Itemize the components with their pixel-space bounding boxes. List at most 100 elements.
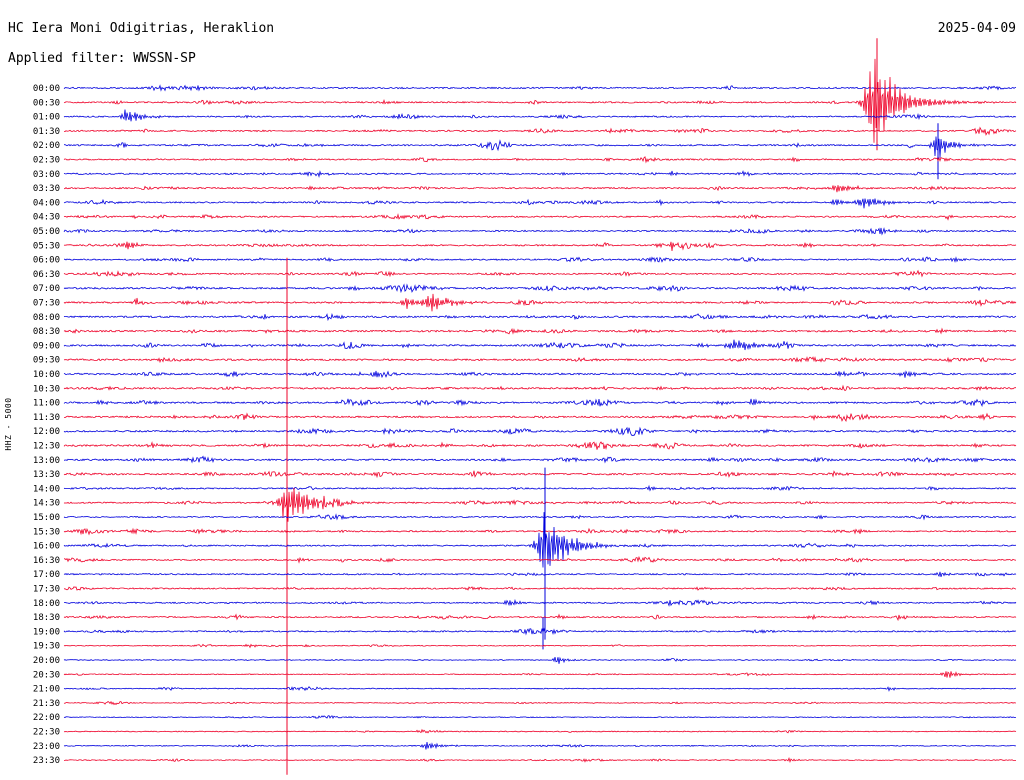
time-label: 08:30 [33, 327, 60, 337]
seismic-trace-0630 [63, 269, 1016, 278]
time-label: 06:00 [33, 256, 60, 266]
time-label: 22:00 [33, 713, 60, 723]
time-label: 17:00 [33, 570, 60, 580]
seismic-trace-0830 [63, 327, 1017, 335]
seismic-trace-0800 [63, 312, 1017, 322]
seismic-trace-0900 [63, 339, 1017, 351]
time-label: 07:30 [33, 299, 60, 309]
seismic-trace-0230 [63, 156, 1017, 164]
seismic-trace-1430 [63, 487, 1017, 522]
seismic-trace-0200 [63, 136, 1017, 158]
time-label: 13:00 [33, 456, 60, 466]
seismic-trace-1400 [63, 484, 1017, 492]
time-label: 01:30 [33, 127, 60, 137]
time-label: 15:00 [33, 513, 60, 523]
seismic-trace-1930 [63, 643, 1017, 649]
seismic-trace-1300 [64, 455, 1017, 464]
time-label: 02:00 [33, 141, 60, 151]
time-label: 16:00 [33, 542, 60, 552]
seismic-trace-1030 [63, 384, 1016, 392]
time-label: 00:00 [33, 84, 60, 94]
time-label: 21:00 [33, 685, 60, 695]
y-axis-label: HHZ - 5000 [4, 397, 13, 450]
time-label: 22:30 [33, 728, 60, 738]
time-label: 01:00 [33, 113, 60, 123]
seismic-trace-0030 [63, 58, 1017, 143]
time-label: 21:30 [33, 699, 60, 709]
time-label: 06:30 [33, 270, 60, 280]
seismic-trace-2300 [63, 741, 1017, 750]
time-label: 10:30 [33, 384, 60, 394]
seismic-trace-0100 [63, 109, 1017, 122]
seismic-trace-1800 [64, 598, 1017, 607]
time-label: 08:00 [33, 313, 60, 323]
record-date: 2025-04-09 [937, 21, 1016, 36]
seismic-trace-2000 [63, 656, 1017, 664]
seismic-trace-1330 [63, 470, 1017, 479]
seismic-trace-0600 [63, 256, 1017, 263]
time-label: 16:30 [33, 556, 60, 566]
time-label: 18:30 [33, 613, 60, 623]
seismic-trace-1130 [63, 412, 1017, 422]
seismic-trace-1530 [63, 527, 1017, 536]
time-label: 09:30 [33, 356, 60, 366]
seismic-trace-0530 [63, 241, 1017, 252]
time-label: 18:00 [33, 599, 60, 609]
seismic-trace-2130 [63, 700, 1017, 706]
seismic-trace-0400 [63, 198, 1017, 209]
time-label: 17:30 [33, 585, 60, 595]
seismic-trace-1100 [63, 398, 1017, 407]
seismic-trace-0930 [63, 356, 1016, 364]
seismic-trace-2100 [63, 686, 1017, 692]
seismic-trace-1230 [63, 441, 1017, 451]
seismic-trace-0700 [63, 283, 1017, 294]
time-label: 03:30 [33, 184, 60, 194]
time-label: 03:00 [33, 170, 60, 180]
time-label: 20:30 [33, 670, 60, 680]
time-label: 00:30 [33, 98, 60, 108]
seismic-trace-1730 [64, 586, 1017, 591]
time-label: 14:30 [33, 499, 60, 509]
time-label: 04:30 [33, 213, 60, 223]
seismic-trace-0330 [63, 184, 1017, 193]
seismic-trace-0500 [63, 227, 1017, 236]
seismic-trace-1830 [63, 613, 1017, 622]
time-label: 12:30 [33, 442, 60, 452]
time-label: 11:30 [33, 413, 60, 423]
time-label: 23:30 [33, 756, 60, 766]
seismic-trace-0300 [63, 170, 1017, 178]
time-label: 11:00 [33, 399, 60, 409]
time-label: 12:00 [33, 427, 60, 437]
seismic-trace-2330 [63, 756, 1016, 763]
station-title: HC Iera Moni Odigitrias, Heraklion [8, 21, 275, 36]
seismic-trace-1630 [64, 555, 1017, 564]
time-label: 15:30 [33, 527, 60, 537]
time-label: 14:00 [33, 484, 60, 494]
time-label: 19:00 [33, 627, 60, 637]
seismic-trace-1700 [63, 571, 1017, 578]
seismic-trace-1000 [63, 370, 1017, 379]
seismic-trace-0430 [63, 213, 1016, 221]
seismic-trace-1200 [63, 426, 1017, 436]
time-label: 07:00 [33, 284, 60, 294]
seismic-trace-1600 [63, 512, 1017, 568]
applied-filter-label: Applied filter: WWSSN-SP [8, 51, 196, 66]
time-label: 13:30 [33, 470, 60, 480]
seismic-trace-0000 [63, 84, 1017, 92]
seismic-trace-2230 [63, 728, 1017, 734]
seismic-trace-0730 [63, 293, 1017, 312]
time-label: 05:00 [33, 227, 60, 237]
seismic-trace-1900 [63, 627, 1017, 636]
time-label: 02:30 [33, 156, 60, 166]
time-label: 20:00 [33, 656, 60, 666]
time-label: 04:00 [33, 198, 60, 208]
time-label: 09:00 [33, 341, 60, 351]
seismic-trace-2030 [63, 671, 1017, 678]
seismic-trace-2200 [63, 715, 1016, 720]
time-label: 23:00 [33, 742, 60, 752]
time-label: 10:00 [33, 370, 60, 380]
seismic-trace-0130 [63, 126, 1017, 136]
seismic-trace-1500 [63, 513, 1016, 521]
time-label: 05:30 [33, 241, 60, 251]
